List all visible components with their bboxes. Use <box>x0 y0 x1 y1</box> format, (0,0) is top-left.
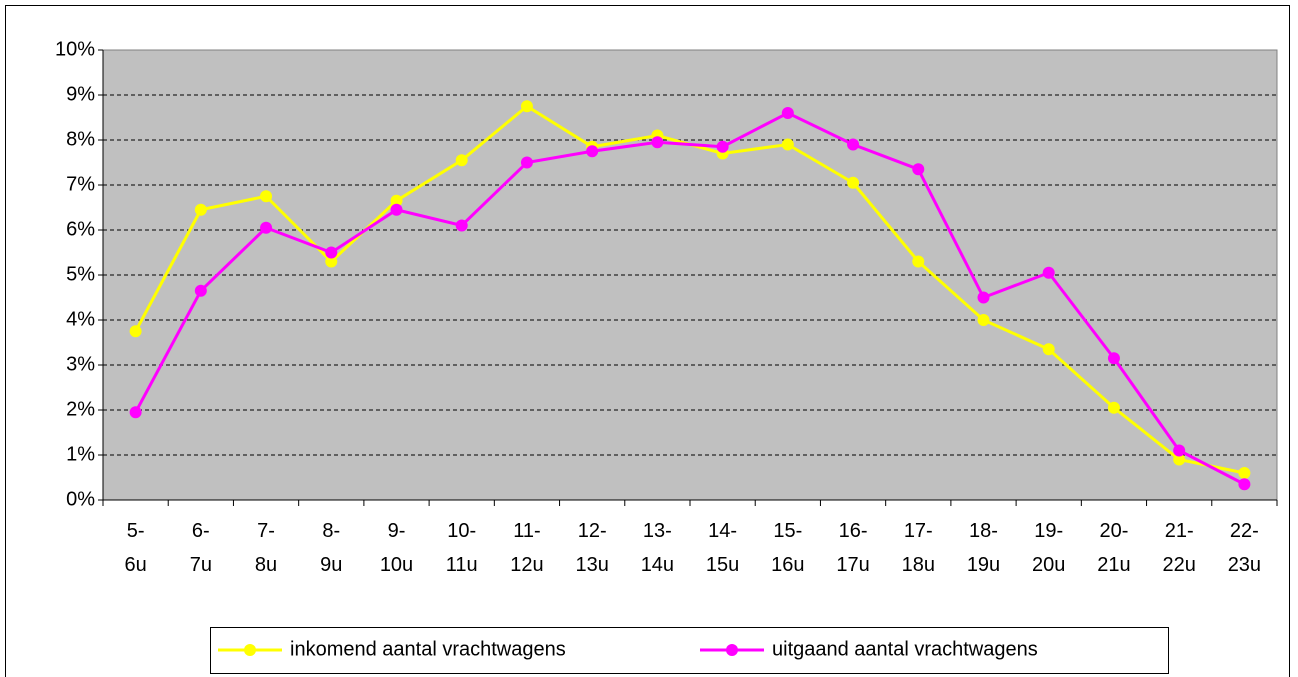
point <box>847 176 860 189</box>
x-tick-label: 9- 10u <box>379 520 414 576</box>
x-tick-label: 14- 15u <box>705 520 740 576</box>
point <box>390 194 403 207</box>
point <box>977 291 990 304</box>
point <box>651 136 664 149</box>
point <box>455 219 468 232</box>
frame <box>5 5 1290 677</box>
x-tick-label: 21- 22u <box>1162 520 1196 576</box>
point <box>194 203 207 216</box>
point <box>390 203 403 216</box>
y-tick-label: 8% <box>66 128 95 150</box>
point <box>1107 352 1120 365</box>
legend-marker <box>244 644 256 656</box>
x-tick-label: 20- 21u <box>1097 520 1131 576</box>
point <box>847 138 860 151</box>
point <box>325 255 338 268</box>
legend-marker <box>726 644 738 656</box>
point <box>586 145 599 158</box>
y-tick-label: 9% <box>66 83 95 105</box>
y-tick-label: 4% <box>66 308 95 330</box>
point <box>455 154 468 167</box>
x-tick-label: 10- 11u <box>445 520 478 576</box>
point <box>977 314 990 326</box>
series-line <box>134 111 1246 486</box>
x-tick-label: 18- 19u <box>966 520 1001 576</box>
point <box>194 284 207 297</box>
y-tick-label: 3% <box>66 353 95 375</box>
point <box>260 221 273 234</box>
point <box>129 325 142 338</box>
point <box>520 100 533 113</box>
point <box>520 156 533 169</box>
point <box>1173 444 1186 457</box>
x-tick-label: 15- 16u <box>771 520 805 576</box>
point <box>1042 343 1055 356</box>
point <box>1238 467 1251 479</box>
y-tick-label: 1% <box>66 443 95 465</box>
y-tick-label: 10% <box>55 38 95 60</box>
legend-label: inkomend aantal vrachtwagens <box>290 638 566 660</box>
x-tick-label: 11- 12u <box>510 520 544 576</box>
point <box>781 138 794 151</box>
point <box>781 107 794 119</box>
point <box>1173 453 1186 466</box>
x-tick-label: 7- 8u <box>254 520 278 576</box>
y-tick-label: 6% <box>66 218 95 240</box>
point <box>716 140 729 153</box>
x-tick-label: 19- 20u <box>1032 520 1066 576</box>
y-tick-label: 7% <box>66 173 95 195</box>
point <box>912 163 925 176</box>
point <box>912 255 925 268</box>
y-tick-label: 0% <box>66 488 95 510</box>
x-tick-label: 6- 7u <box>189 520 212 576</box>
legend-box <box>210 627 1169 674</box>
x-tick-label: 16- 17u <box>836 520 870 576</box>
point <box>325 246 338 259</box>
x-tick-label: 12- 13u <box>575 520 609 576</box>
point <box>260 190 273 203</box>
x-tick-label: 8- 9u <box>320 520 343 576</box>
y-tick-label: 5% <box>66 263 95 285</box>
x-tick-label: 17- 18u <box>901 520 935 576</box>
x-tick-label: 22- 23u <box>1227 520 1262 576</box>
point <box>1042 266 1055 279</box>
legend-label: uitgaand aantal vrachtwagens <box>772 638 1038 660</box>
x-tick-label: 5- 6u <box>124 520 147 576</box>
point <box>1238 478 1251 491</box>
y-tick-label: 2% <box>66 398 95 420</box>
x-tick-label: 13- 14u <box>640 520 675 576</box>
point <box>1107 401 1120 414</box>
point <box>129 406 142 419</box>
